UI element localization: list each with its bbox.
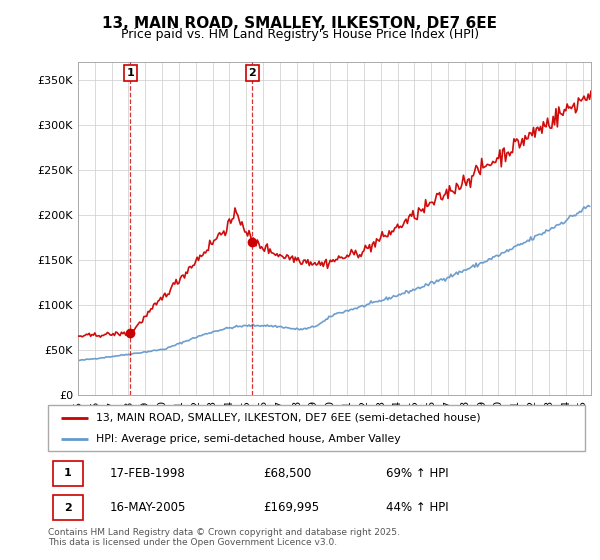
Text: 2: 2	[64, 503, 72, 513]
Text: 13, MAIN ROAD, SMALLEY, ILKESTON, DE7 6EE: 13, MAIN ROAD, SMALLEY, ILKESTON, DE7 6E…	[103, 16, 497, 31]
Text: 1: 1	[127, 68, 134, 78]
FancyBboxPatch shape	[48, 405, 585, 451]
Text: 13, MAIN ROAD, SMALLEY, ILKESTON, DE7 6EE (semi-detached house): 13, MAIN ROAD, SMALLEY, ILKESTON, DE7 6E…	[97, 413, 481, 423]
Text: Contains HM Land Registry data © Crown copyright and database right 2025.
This d: Contains HM Land Registry data © Crown c…	[48, 528, 400, 547]
FancyBboxPatch shape	[53, 461, 83, 486]
Text: £68,500: £68,500	[263, 467, 311, 480]
Text: £169,995: £169,995	[263, 501, 319, 514]
Text: 2: 2	[248, 68, 256, 78]
Text: 69% ↑ HPI: 69% ↑ HPI	[386, 467, 449, 480]
Text: HPI: Average price, semi-detached house, Amber Valley: HPI: Average price, semi-detached house,…	[97, 435, 401, 444]
FancyBboxPatch shape	[53, 495, 83, 520]
Text: 17-FEB-1998: 17-FEB-1998	[110, 467, 185, 480]
Text: Price paid vs. HM Land Registry's House Price Index (HPI): Price paid vs. HM Land Registry's House …	[121, 28, 479, 41]
Text: 16-MAY-2005: 16-MAY-2005	[110, 501, 186, 514]
Text: 44% ↑ HPI: 44% ↑ HPI	[386, 501, 449, 514]
Text: 1: 1	[64, 468, 72, 478]
